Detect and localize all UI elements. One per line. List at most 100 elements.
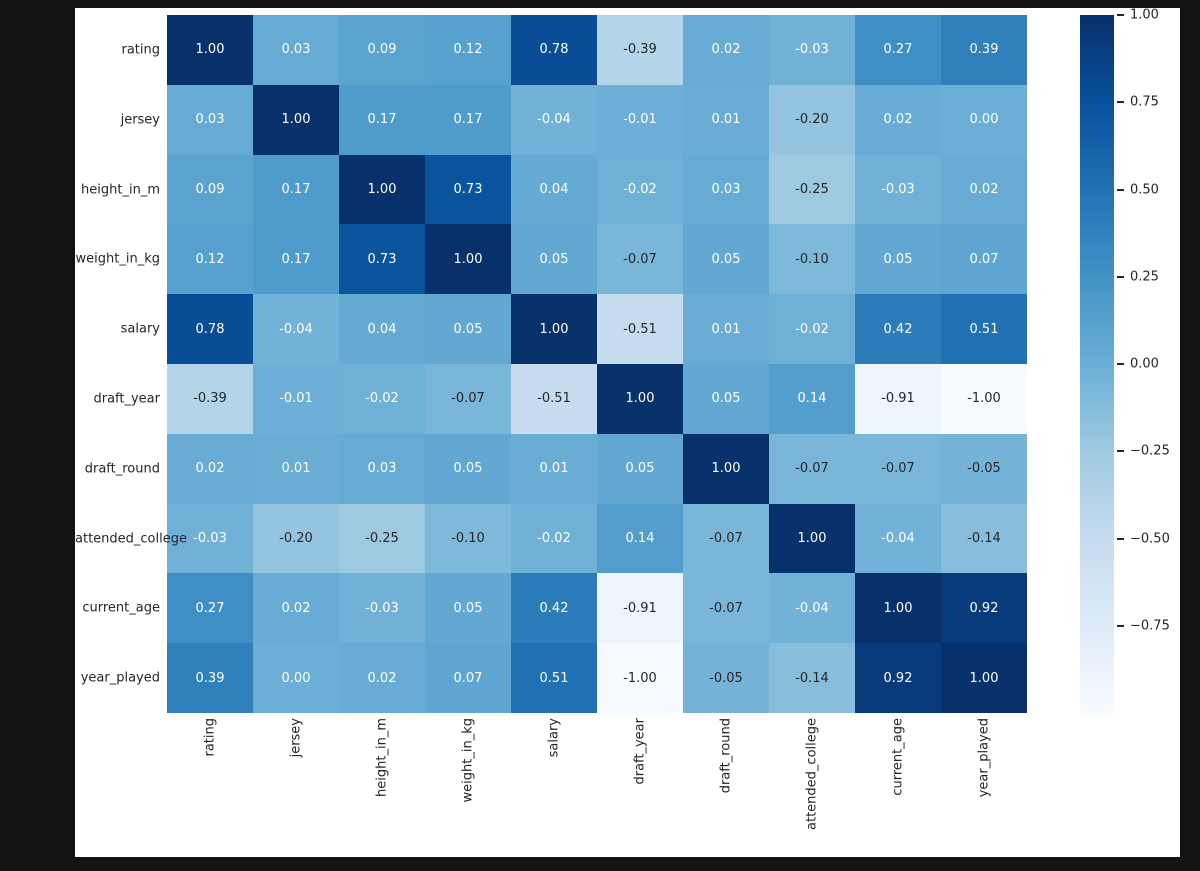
colorbar-ticklabel: 0.75 xyxy=(1130,94,1159,110)
x-tick-label: weight_in_kg xyxy=(460,718,476,803)
heatmap-cell: 0.05 xyxy=(855,224,941,295)
heatmap-cell: -0.03 xyxy=(339,573,425,644)
heatmap-cell: 0.78 xyxy=(167,294,253,364)
heatmap-cell: 0.04 xyxy=(339,294,425,364)
heatmap-cell: 0.09 xyxy=(167,154,253,225)
heatmap-cell: 1.00 xyxy=(511,294,597,364)
colorbar-tickmark xyxy=(1117,188,1124,191)
heatmap-cell: 0.00 xyxy=(253,643,339,713)
heatmap-cell: -0.07 xyxy=(425,364,511,434)
colorbar-ticklabel: −0.75 xyxy=(1130,618,1170,634)
heatmap-cell: 1.00 xyxy=(855,573,941,644)
heatmap-cell: 0.09 xyxy=(339,15,425,85)
heatmap-cell: 1.00 xyxy=(425,224,511,295)
heatmap-cell: 0.92 xyxy=(855,643,941,713)
colorbar xyxy=(1080,15,1114,713)
heatmap-cell: 0.14 xyxy=(769,364,855,434)
x-tick-label: current_age xyxy=(890,718,906,796)
heatmap-cell: 0.04 xyxy=(511,154,597,225)
heatmap-cell: -0.39 xyxy=(597,15,683,85)
heatmap-cell: -0.20 xyxy=(769,84,855,155)
heatmap-cell: -0.10 xyxy=(425,503,511,574)
colorbar-tickmark xyxy=(1117,624,1124,627)
heatmap-cell: -0.91 xyxy=(597,573,683,644)
heatmap-cell: 0.42 xyxy=(511,573,597,644)
heatmap-cell: 0.01 xyxy=(683,84,769,155)
heatmap-cell: -0.39 xyxy=(167,364,253,434)
heatmap-cell: 0.05 xyxy=(597,433,683,504)
colorbar-tickmark xyxy=(1117,363,1124,365)
heatmap-cell: -0.51 xyxy=(597,294,683,364)
y-tick-label: jersey xyxy=(120,112,160,128)
heatmap-cell: -0.01 xyxy=(253,364,339,434)
heatmap-cell: 1.00 xyxy=(339,154,425,225)
x-tick-label: draft_round xyxy=(718,718,734,794)
x-tick-label: salary xyxy=(546,718,562,758)
heatmap-cell: 0.73 xyxy=(339,224,425,295)
heatmap-cell: -0.03 xyxy=(167,503,253,574)
heatmap-cell: 0.02 xyxy=(167,433,253,504)
heatmap-cell: 0.02 xyxy=(855,84,941,155)
heatmap-cell: 1.00 xyxy=(597,364,683,434)
heatmap-cell: 0.05 xyxy=(683,364,769,434)
heatmap-cell: -0.51 xyxy=(511,364,597,434)
heatmap-cell: -0.02 xyxy=(597,154,683,225)
heatmap-cell: 1.00 xyxy=(683,433,769,504)
heatmap-cell: -0.05 xyxy=(941,433,1027,504)
heatmap-cell: -0.20 xyxy=(253,503,339,574)
colorbar-ticklabel: −0.50 xyxy=(1130,531,1170,546)
x-tick-label: attended_college xyxy=(804,718,820,830)
heatmap-cell: 0.78 xyxy=(511,15,597,85)
heatmap-cell: 0.27 xyxy=(855,15,941,85)
heatmap-cell: 0.39 xyxy=(167,643,253,713)
y-tick-label: height_in_m xyxy=(81,182,160,197)
heatmap-cell: 0.01 xyxy=(511,433,597,504)
x-tick-label: rating xyxy=(202,718,218,757)
heatmap-cell: -0.14 xyxy=(769,643,855,713)
heatmap-cell: 0.05 xyxy=(511,224,597,295)
heatmap-cell: 0.92 xyxy=(941,573,1027,644)
heatmap-cell: 0.17 xyxy=(339,84,425,155)
heatmap-cell: 0.27 xyxy=(167,573,253,644)
heatmap-cell: 0.42 xyxy=(855,294,941,364)
heatmap-cell: -1.00 xyxy=(597,643,683,713)
y-tick-label: attended_college xyxy=(75,531,187,546)
y-tick-label: salary xyxy=(120,321,160,337)
heatmap-cell: 0.00 xyxy=(941,84,1027,155)
x-tick-label: jersey xyxy=(288,718,304,758)
heatmap-cell: 0.05 xyxy=(425,573,511,644)
heatmap-cell: 1.00 xyxy=(769,503,855,574)
y-tick-label: rating xyxy=(121,42,160,58)
heatmap-cell: -0.25 xyxy=(339,503,425,574)
colorbar-tickmark xyxy=(1117,275,1124,278)
colorbar-tickmark xyxy=(1117,537,1124,540)
colorbar-tickmark xyxy=(1117,101,1124,104)
heatmap-cell: 0.07 xyxy=(941,224,1027,295)
heatmap-cell: 0.01 xyxy=(253,433,339,504)
heatmap-cell: 0.17 xyxy=(253,224,339,295)
heatmap-cell: 0.03 xyxy=(339,433,425,504)
y-tick-label: current_age xyxy=(82,600,160,616)
colorbar-ticklabel: 0.25 xyxy=(1130,269,1159,285)
heatmap-cell: -0.14 xyxy=(941,503,1027,574)
figure-canvas: 1.00 0.03 0.09 0.12 0.78 -0.39 0.02 -0.03 0.27 0.… xyxy=(75,8,1180,857)
heatmap-cell: 0.12 xyxy=(425,15,511,85)
heatmap-cell: 0.05 xyxy=(683,224,769,295)
heatmap-cell: 0.03 xyxy=(683,154,769,225)
heatmap-cell: 0.17 xyxy=(425,84,511,155)
heatmap-cell: -0.03 xyxy=(769,15,855,85)
heatmap-cell: -0.04 xyxy=(511,84,597,155)
heatmap-cell: 0.73 xyxy=(425,154,511,225)
y-tick-label: draft_round xyxy=(84,461,160,477)
heatmap-cell: 0.02 xyxy=(339,643,425,713)
y-tick-label: draft_year xyxy=(93,391,160,407)
x-tick-label: draft_year xyxy=(632,718,648,785)
heatmap-cell: 0.07 xyxy=(425,643,511,713)
heatmap-cell: -0.04 xyxy=(769,573,855,644)
heatmap-cell: -0.01 xyxy=(597,84,683,155)
heatmap-cell: 0.01 xyxy=(683,294,769,364)
heatmap-cell: -0.07 xyxy=(769,433,855,504)
y-tick-label: year_played xyxy=(80,670,160,686)
heatmap-cell: -0.07 xyxy=(683,573,769,644)
heatmap-cell: 1.00 xyxy=(253,84,339,155)
